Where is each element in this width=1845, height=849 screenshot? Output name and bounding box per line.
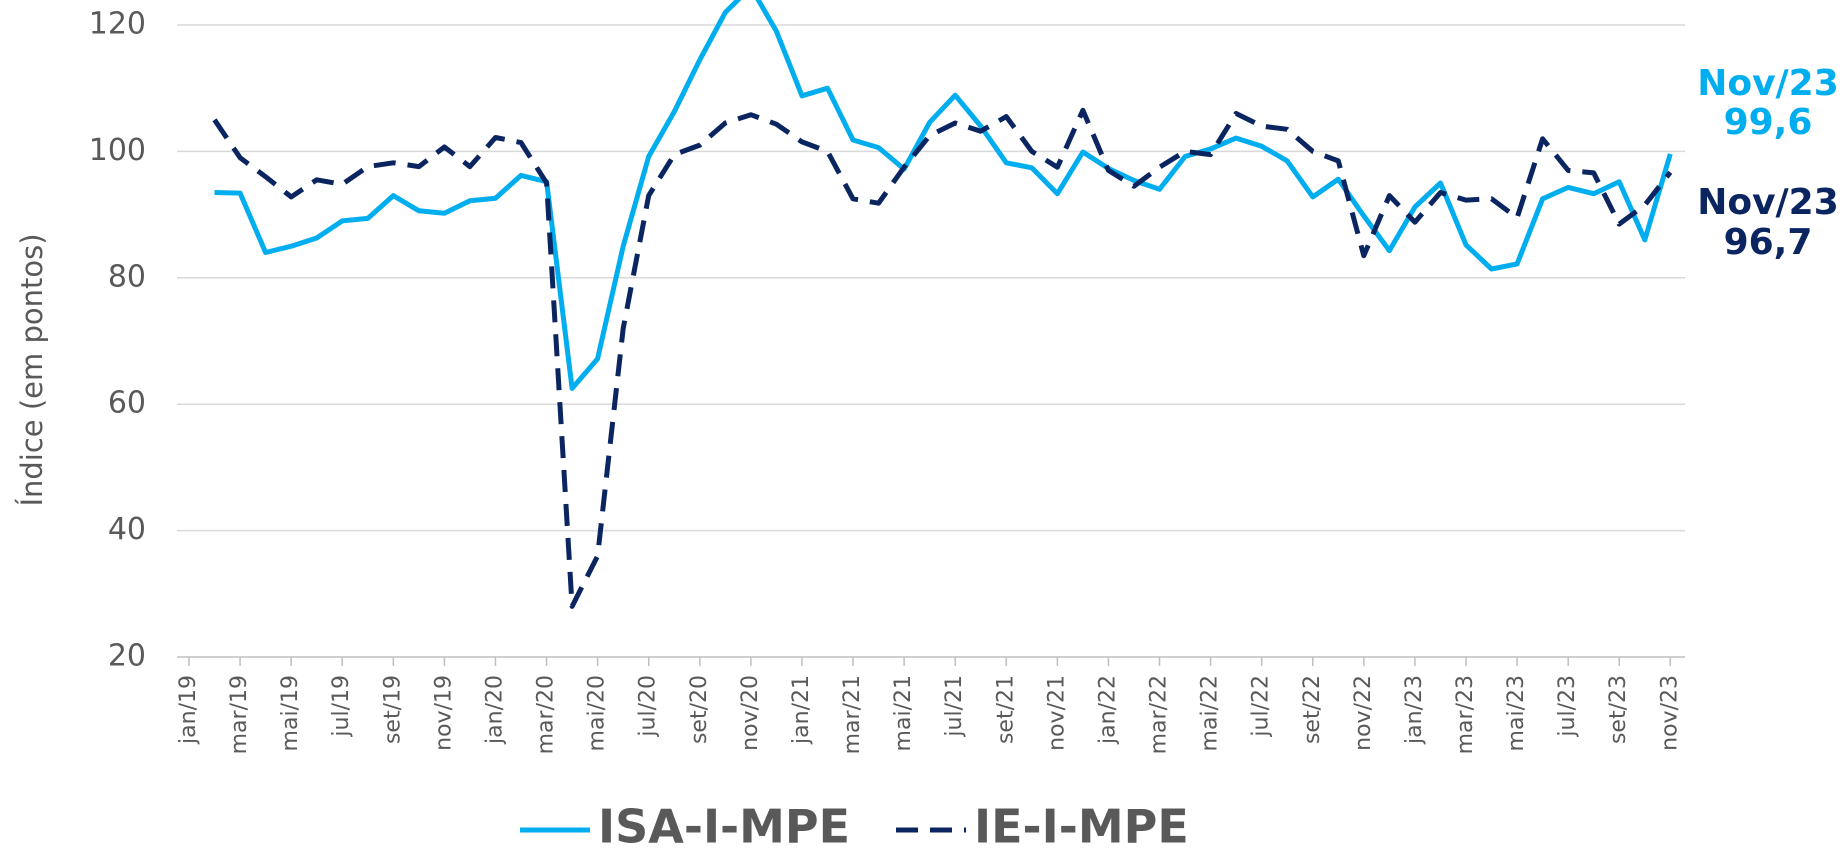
x-tick-label: jan/22 [1095,675,1120,745]
y-tick-label: 20 [108,639,146,674]
x-tick-label: nov/22 [1351,675,1376,751]
y-tick-label: 80 [108,259,146,294]
x-tick-label: mar/20 [534,675,559,754]
x-tick-label: jul/22 [1249,675,1274,738]
x-tick-label: jul/21 [942,675,967,738]
y-tick-label: 100 [89,133,146,168]
x-tick-label: mai/22 [1198,675,1223,751]
series-line [214,0,1673,391]
x-tick-label: jul/20 [636,675,661,738]
x-tick-label: set/23 [1606,675,1631,744]
annotation: Nov/23 [1697,63,1839,104]
x-tick-label: set/19 [380,675,405,744]
annotation: 96,7 [1724,222,1813,263]
x-tick-label: jan/19 [176,675,201,745]
x-tick-label: set/21 [993,675,1018,744]
x-tick-label: mai/20 [585,675,610,751]
annotation: Nov/23 [1697,182,1839,223]
legend-label: ISA-I-MPE [598,800,850,849]
x-tick-label: mai/19 [278,675,303,751]
series-line [212,107,1673,609]
x-tick-label: jul/19 [329,675,354,738]
legend-label: IE-I-MPE [974,800,1189,849]
x-tick-label: nov/23 [1657,675,1682,751]
x-tick-label: jul/23 [1555,675,1580,738]
x-tick-label: set/20 [687,675,712,744]
x-tick-label: nov/21 [1044,675,1069,751]
y-tick-label: 60 [108,386,146,421]
x-tick-label: jan/23 [1402,675,1427,745]
x-tick-label: mar/19 [227,675,252,754]
x-tick-label: jan/20 [482,675,507,745]
annotation: 99,6 [1724,102,1813,143]
x-tick-label: mai/21 [891,675,916,751]
x-tick-label: jan/21 [789,675,814,745]
x-tick-label: set/22 [1300,675,1325,744]
y-tick-label: 120 [89,7,146,42]
x-tick-label: mai/23 [1504,675,1529,751]
x-tick-label: nov/20 [738,675,763,751]
x-tick-label: mar/23 [1453,675,1478,754]
x-tick-label: mar/22 [1147,675,1172,754]
x-tick-label: nov/19 [431,675,456,751]
y-tick-label: 40 [108,512,146,547]
y-axis-label: Índice (em pontos) [15,233,49,506]
x-tick-label: mar/21 [840,675,865,754]
